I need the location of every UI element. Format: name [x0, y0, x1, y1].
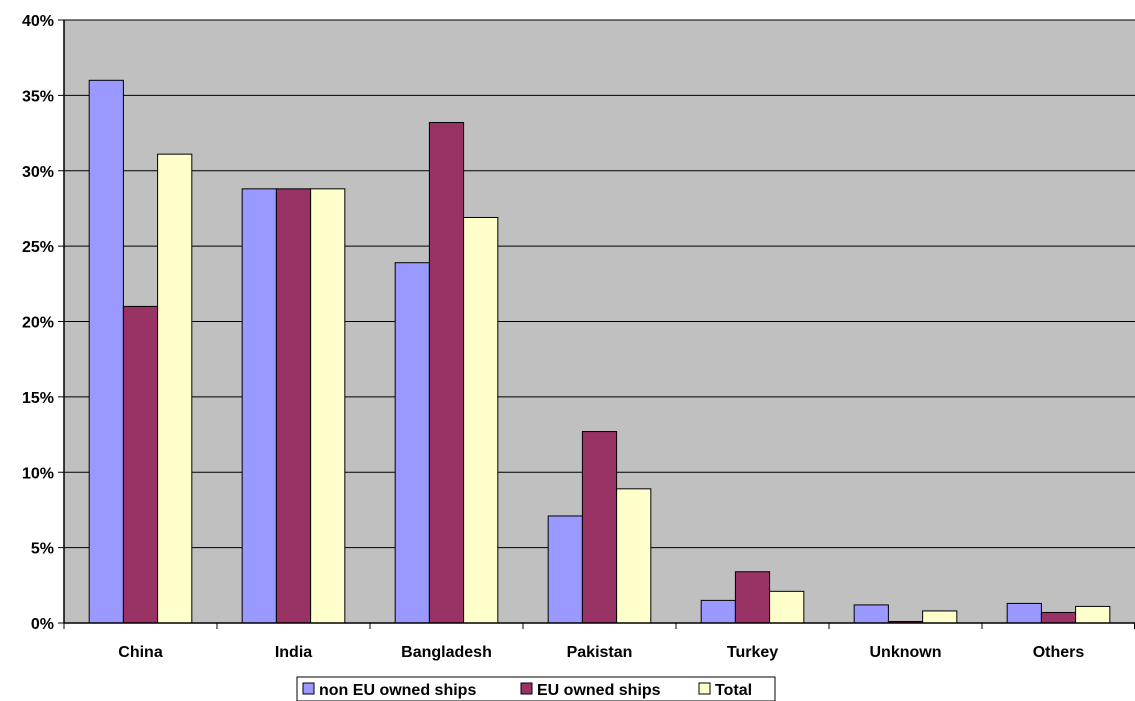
bar-others-series-0	[1006, 602, 1042, 624]
bar-turkey-series-1	[734, 571, 771, 624]
legend-box	[296, 676, 776, 701]
legend-swatch-total	[698, 682, 711, 695]
bar-pakistan-series-2	[616, 488, 652, 624]
legend-swatch-eu	[520, 682, 533, 695]
bar-unknown-series-0	[853, 604, 889, 624]
x-tick-label: China	[118, 644, 163, 661]
bars	[88, 79, 1111, 624]
bar-bangladesh-series-1	[428, 122, 465, 624]
y-tick-label: 35%	[22, 88, 54, 105]
legend: non EU owned ships EU owned ships Total	[296, 676, 776, 701]
x-tick-label: Unknown	[870, 644, 942, 661]
x-axis-ticks: China India Bangladesh Pakistan Turkey Unknow…	[63, 623, 1135, 661]
legend-label-total: Total	[715, 682, 752, 699]
bar-pakistan-series-1	[581, 431, 618, 624]
bar-turkey-series-0	[700, 599, 736, 624]
x-tick-label: Turkey	[727, 644, 778, 661]
x-tick-label: Bangladesh	[401, 644, 492, 661]
bar-others-series-1	[1040, 611, 1077, 624]
y-tick-label: 20%	[22, 315, 54, 332]
x-tick-label: Others	[1033, 644, 1085, 661]
legend-label-eu: EU owned ships	[537, 682, 661, 699]
y-tick-label: 40%	[22, 13, 54, 30]
y-axis-ticks: 0% 5% 10% 15% 20% 25% 30% 35% 40%	[22, 13, 64, 633]
legend-label-non-eu: non EU owned ships	[319, 682, 476, 699]
bar-turkey-series-2	[769, 590, 805, 624]
bar-pakistan-series-0	[547, 515, 583, 624]
bar-bangladesh-series-0	[394, 262, 430, 624]
y-tick-label: 30%	[22, 164, 54, 181]
bar-china-series-2	[157, 153, 193, 624]
legend-swatch-non-eu	[302, 682, 315, 695]
x-tick-label: India	[275, 644, 312, 661]
bar-china-series-0	[88, 79, 124, 624]
bar-india-series-0	[241, 188, 277, 624]
bar-unknown-series-2	[922, 610, 958, 624]
x-tick-label: Pakistan	[567, 644, 633, 661]
bar-others-series-2	[1075, 605, 1111, 624]
y-tick-label: 15%	[22, 390, 54, 407]
y-tick-label: 25%	[22, 239, 54, 256]
y-tick-label: 0%	[31, 616, 54, 633]
bar-bangladesh-series-2	[463, 216, 499, 624]
y-tick-label: 5%	[31, 541, 54, 558]
bar-india-series-1	[275, 188, 312, 624]
bar-china-series-1	[122, 305, 159, 624]
bar-india-series-2	[310, 188, 346, 624]
y-tick-label: 10%	[22, 465, 54, 482]
